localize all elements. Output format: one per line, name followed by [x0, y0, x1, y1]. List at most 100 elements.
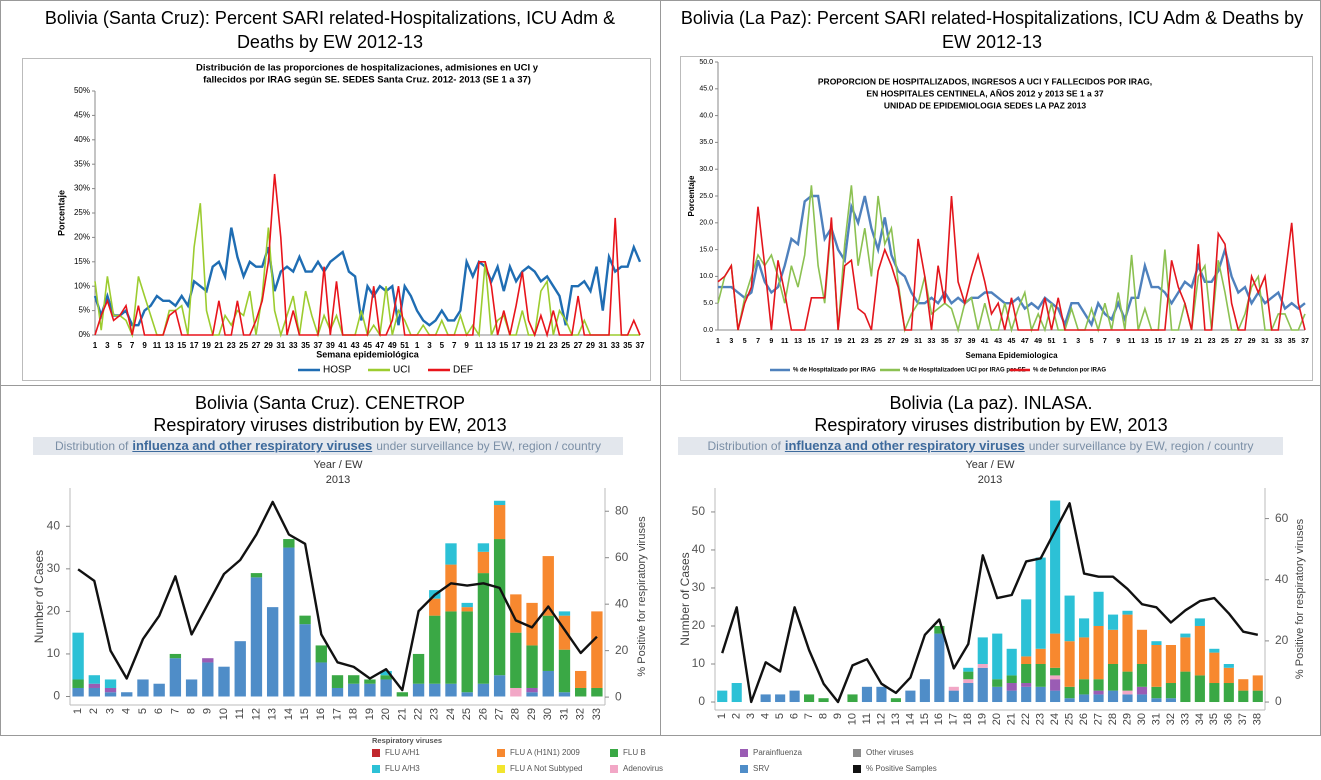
x-tick-label: 28	[510, 708, 522, 720]
x-tick-label: 29	[586, 341, 595, 350]
bar-segment	[121, 692, 133, 697]
x-tick-label: 25	[1064, 713, 1076, 725]
bar-segment	[461, 692, 473, 697]
y-tick-label: 0%	[78, 330, 90, 339]
x-tick-label: 30	[542, 708, 554, 720]
bar-segment	[1194, 675, 1205, 703]
x-tick-label: 23	[1035, 713, 1047, 725]
bar-segment	[1136, 629, 1148, 665]
y-tick-label: 40	[615, 596, 629, 610]
x-tick-label: 23	[429, 708, 441, 720]
bar-segment	[542, 670, 554, 697]
x-tick-label: 45	[1008, 338, 1016, 345]
bar-segment	[1165, 683, 1176, 699]
y-tick-label: 5.0	[703, 300, 713, 307]
bar-segment	[445, 564, 457, 612]
x-tick-label: 15	[299, 708, 311, 720]
bar-segment	[1122, 671, 1133, 691]
x-tick-label: 39	[968, 338, 976, 345]
bar-segment	[380, 670, 392, 676]
bar-segment	[861, 686, 873, 703]
bar-segment	[731, 683, 742, 703]
x-tick-label: 7	[1103, 338, 1107, 345]
bar-segment	[250, 573, 263, 578]
bar-segment	[1122, 694, 1133, 703]
y2-axis-label: % Positive for respiratory viruses	[1294, 518, 1306, 679]
x-tick-label: 8	[817, 713, 829, 719]
x-tick-label: 9	[464, 341, 469, 350]
bar-segment	[88, 687, 100, 697]
x-tick-label: 49	[1034, 338, 1042, 345]
banner: Distribution of influenza and other respi…	[33, 437, 623, 455]
bar-segment	[775, 694, 786, 703]
bar-segment	[526, 645, 538, 688]
bar-segment	[804, 694, 815, 703]
bar-segment	[963, 671, 974, 680]
bar-segment	[1093, 679, 1104, 691]
x-axis-label: Semana Epidemiologica	[965, 351, 1058, 360]
bar-segment	[1079, 694, 1090, 703]
bar-segment	[1093, 690, 1104, 695]
bar-segment	[1006, 690, 1017, 703]
bar-segment	[234, 641, 246, 697]
x-tick-label: 1	[93, 341, 98, 350]
x-tick-label: 17	[512, 341, 521, 350]
legend-label: FLU B	[623, 748, 646, 757]
x-tick-label: 3	[745, 713, 757, 719]
x-tick-label: 30	[1136, 713, 1148, 725]
banner-link[interactable]: influenza and other respiratory viruses	[784, 438, 1025, 453]
bar-segment	[510, 594, 522, 633]
x-tick-label: 9	[832, 713, 844, 719]
bar-segment	[934, 625, 945, 634]
legend-swatch	[497, 765, 505, 773]
banner-link[interactable]: influenza and other respiratory viruses	[132, 438, 373, 453]
x-tick-label: 11	[153, 341, 162, 350]
x-tick-label: 35	[623, 341, 632, 350]
series-line	[94, 173, 641, 338]
bar-segment	[1050, 633, 1061, 668]
x-tick-label: 37	[1301, 338, 1309, 345]
x-tick-label: 11	[475, 341, 484, 350]
bar-segment	[412, 683, 425, 697]
y-tick-label: 25%	[74, 208, 90, 217]
bar-segment	[429, 598, 441, 616]
banner: Distribution of influenza and other respi…	[678, 437, 1283, 455]
y-tick-label: 0.0	[703, 327, 713, 334]
x-tick-label: 5	[774, 713, 786, 719]
x-tick-label: 10	[218, 708, 230, 720]
bar-segment	[445, 611, 457, 684]
bar-segment	[717, 690, 728, 703]
bar-segment	[526, 692, 538, 697]
x-tick-label: 23	[549, 341, 558, 350]
x-tick-label: 4	[760, 713, 772, 719]
x-tick-label: 27	[252, 341, 261, 350]
y-tick-label: 80	[615, 503, 629, 517]
x-header: Year / EW	[313, 459, 363, 471]
x-group: 2013	[325, 474, 351, 486]
chart-subtitle: Distribución de las proporciones de hosp…	[196, 63, 539, 74]
y-tick-label: 15.0	[699, 246, 713, 253]
bar-segment	[1107, 629, 1119, 665]
bar-segment	[1064, 641, 1075, 687]
x-tick-label: 24	[1049, 713, 1061, 725]
bar-segment	[1252, 675, 1263, 691]
bar-segment	[1064, 686, 1075, 699]
series-line	[721, 502, 1259, 704]
x-tick-label: 37	[1237, 713, 1249, 725]
x-tick-label: 3	[427, 341, 432, 350]
bar-segment	[461, 607, 473, 612]
bar-segment	[1079, 618, 1090, 638]
x-header: Year / EW	[965, 459, 1015, 471]
x-tick-label: 23	[227, 341, 236, 350]
bar-segment	[1136, 694, 1148, 703]
bar-segment	[331, 675, 344, 688]
bar-segment	[1122, 610, 1133, 615]
bar-segment	[1238, 690, 1249, 703]
x-tick-label: 25	[461, 708, 473, 720]
x-tick-label: 1	[415, 341, 420, 350]
bar-segment	[493, 505, 506, 540]
x-tick-label: 17	[821, 338, 829, 345]
bar-segment	[818, 698, 829, 703]
bar-segment	[890, 698, 901, 703]
